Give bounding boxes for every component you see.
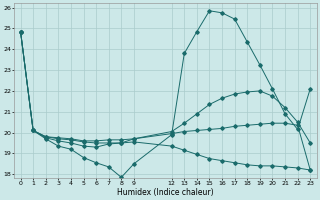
X-axis label: Humidex (Indice chaleur): Humidex (Indice chaleur) bbox=[117, 188, 214, 197]
